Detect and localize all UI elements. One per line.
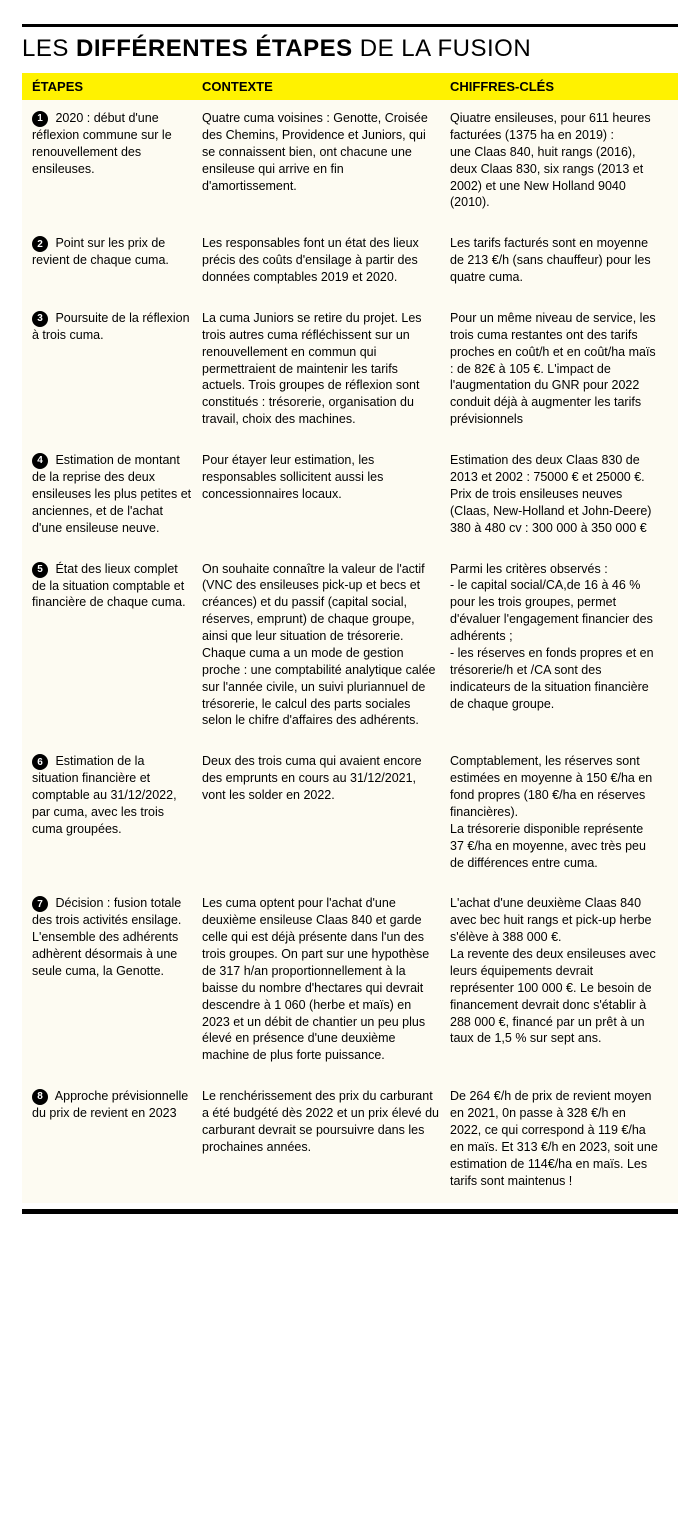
cell-etape: 4 Estimation de montant de la reprise de… <box>22 452 202 537</box>
step-number-icon: 6 <box>32 754 48 770</box>
bottom-rule <box>22 1209 678 1214</box>
cell-chiffres: Comptablement, les réserves sont estimée… <box>450 753 668 871</box>
top-rule <box>22 24 678 27</box>
table-row: 5 État des lieux complet de la situation… <box>22 551 678 744</box>
cell-contexte: Les responsables font un état des lieux … <box>202 235 450 286</box>
step-label: Approche prévisionnelle du prix de revie… <box>32 1089 188 1120</box>
cell-chiffres: Qiuatre ensileuses, pour 611 heures fact… <box>450 110 668 211</box>
step-label: État des lieux complet de la situation c… <box>32 562 186 610</box>
cell-chiffres: Parmi les critères observés : - le capit… <box>450 561 668 730</box>
cell-contexte: Pour étayer leur estimation, les respons… <box>202 452 450 537</box>
cell-chiffres: De 264 €/h de prix de revient moyen en 2… <box>450 1088 668 1189</box>
cell-contexte: Quatre cuma voisines : Genotte, Croisée … <box>202 110 450 211</box>
step-number-icon: 2 <box>32 236 48 252</box>
table-row: 4 Estimation de montant de la reprise de… <box>22 442 678 551</box>
cell-etape: 7 Décision : fusion totale des trois act… <box>22 895 202 1064</box>
table-row: 7 Décision : fusion totale des trois act… <box>22 885 678 1078</box>
title-bold: DIFFÉRENTES ÉTAPES <box>76 35 353 62</box>
cell-etape: 6 Estimation de la situation financière … <box>22 753 202 871</box>
step-label: Point sur les prix de revient de chaque … <box>32 236 169 267</box>
cell-chiffres: Pour un même niveau de service, les troi… <box>450 310 668 428</box>
cell-chiffres: Estimation des deux Claas 830 de 2013 et… <box>450 452 668 537</box>
step-number-icon: 7 <box>32 896 48 912</box>
cell-contexte: Le renchérissement des prix du carburant… <box>202 1088 450 1189</box>
cell-etape: 1 2020 : début d'une réflexion commune s… <box>22 110 202 211</box>
step-label: Poursuite de la réflexion à trois cuma. <box>32 311 190 342</box>
cell-contexte: On souhaite connaître la valeur de l'act… <box>202 561 450 730</box>
cell-etape: 8 Approche prévisionnelle du prix de rev… <box>22 1088 202 1189</box>
title-pre: LES <box>22 35 76 62</box>
step-label: Estimation de montant de la reprise des … <box>32 453 191 535</box>
cell-etape: 3 Poursuite de la réflexion à trois cuma… <box>22 310 202 428</box>
step-label: Décision : fusion totale des trois activ… <box>32 896 181 978</box>
cell-contexte: Deux des trois cuma qui avaient encore d… <box>202 753 450 871</box>
table-row: 3 Poursuite de la réflexion à trois cuma… <box>22 300 678 442</box>
table-row: 6 Estimation de la situation financière … <box>22 743 678 885</box>
step-label: Estimation de la situation financière et… <box>32 754 177 836</box>
page-title: LES DIFFÉRENTES ÉTAPES DE LA FUSION <box>22 35 678 63</box>
header-chiffres: CHIFFRES-CLÉS <box>450 79 668 94</box>
step-number-icon: 4 <box>32 453 48 469</box>
step-number-icon: 1 <box>32 111 48 127</box>
table-header: ÉTAPES CONTEXTE CHIFFRES-CLÉS <box>22 73 678 100</box>
header-contexte: CONTEXTE <box>202 79 450 94</box>
step-number-icon: 5 <box>32 562 48 578</box>
table-row: 8 Approche prévisionnelle du prix de rev… <box>22 1078 678 1203</box>
title-post: DE LA FUSION <box>353 35 532 62</box>
table-row: 2 Point sur les prix de revient de chaqu… <box>22 225 678 300</box>
cell-contexte: Les cuma optent pour l'achat d'une deuxi… <box>202 895 450 1064</box>
table-body: 1 2020 : début d'une réflexion commune s… <box>22 100 678 1203</box>
cell-chiffres: L'achat d'une deuxième Claas 840 avec be… <box>450 895 668 1064</box>
step-number-icon: 3 <box>32 311 48 327</box>
table-row: 1 2020 : début d'une réflexion commune s… <box>22 100 678 225</box>
step-label: 2020 : début d'une réflexion commune sur… <box>32 111 172 176</box>
cell-chiffres: Les tarifs facturés sont en moyenne de 2… <box>450 235 668 286</box>
header-etape: ÉTAPES <box>22 79 202 94</box>
cell-contexte: La cuma Juniors se retire du projet. Les… <box>202 310 450 428</box>
cell-etape: 2 Point sur les prix de revient de chaqu… <box>22 235 202 286</box>
cell-etape: 5 État des lieux complet de la situation… <box>22 561 202 730</box>
step-number-icon: 8 <box>32 1089 48 1105</box>
